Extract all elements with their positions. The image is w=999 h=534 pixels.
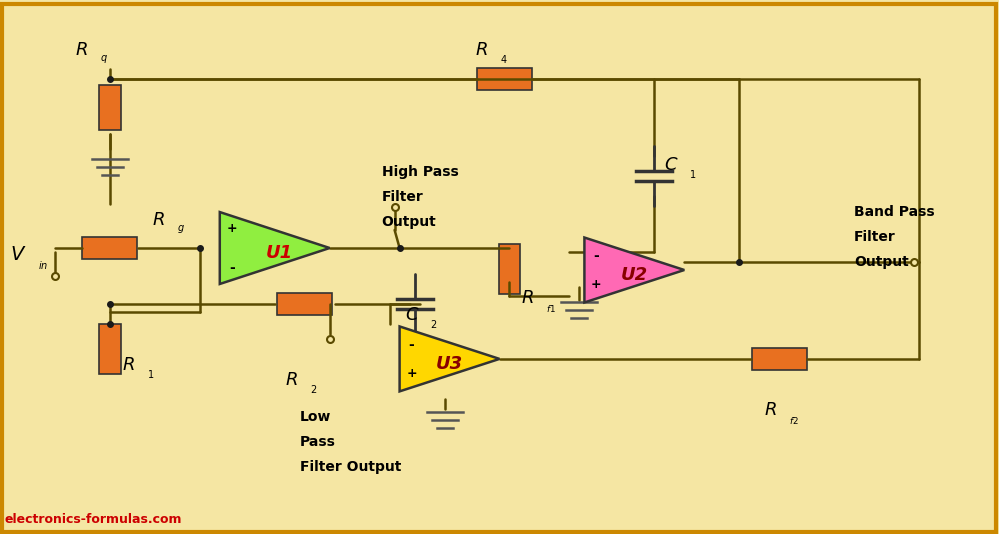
Text: Output: Output xyxy=(854,255,909,269)
Text: $_2$: $_2$ xyxy=(430,317,437,331)
Polygon shape xyxy=(400,326,500,391)
FancyBboxPatch shape xyxy=(99,85,121,130)
Text: High Pass: High Pass xyxy=(382,165,459,179)
Text: $R$: $R$ xyxy=(75,41,88,59)
FancyBboxPatch shape xyxy=(99,324,121,374)
Text: $C$: $C$ xyxy=(664,156,679,174)
FancyBboxPatch shape xyxy=(751,348,807,370)
Text: Pass: Pass xyxy=(300,435,336,449)
Text: U2: U2 xyxy=(620,266,648,284)
FancyBboxPatch shape xyxy=(478,68,531,90)
Text: $_{f2}$: $_{f2}$ xyxy=(789,413,799,426)
Text: $R$: $R$ xyxy=(152,211,165,229)
Text: $R$: $R$ xyxy=(475,41,488,59)
Text: $R$: $R$ xyxy=(122,356,135,374)
Polygon shape xyxy=(584,238,684,302)
Text: $_q$: $_q$ xyxy=(100,52,108,66)
Text: +: + xyxy=(407,367,417,380)
Text: $_2$: $_2$ xyxy=(310,382,317,396)
Text: $_4$: $_4$ xyxy=(500,52,507,66)
Text: $V$: $V$ xyxy=(10,245,26,264)
Text: Filter: Filter xyxy=(854,230,896,244)
Text: $_g$: $_g$ xyxy=(177,222,185,236)
Text: -: - xyxy=(229,261,235,275)
FancyBboxPatch shape xyxy=(499,244,520,294)
Text: electronics-formulas.com: electronics-formulas.com xyxy=(5,513,183,526)
FancyBboxPatch shape xyxy=(278,293,332,315)
Text: Low: Low xyxy=(300,410,331,424)
Text: $R$: $R$ xyxy=(521,289,534,307)
Text: U3: U3 xyxy=(436,355,464,373)
Text: U1: U1 xyxy=(266,244,294,262)
Text: $_{in}$: $_{in}$ xyxy=(38,258,48,272)
Text: $C$: $C$ xyxy=(405,306,420,324)
Text: Output: Output xyxy=(382,215,437,229)
Text: Filter Output: Filter Output xyxy=(300,460,401,474)
Text: $_1$: $_1$ xyxy=(147,367,154,381)
Text: +: + xyxy=(591,278,601,290)
Text: +: + xyxy=(227,222,237,234)
Text: -: - xyxy=(593,249,599,263)
FancyBboxPatch shape xyxy=(83,237,138,259)
Text: $_1$: $_1$ xyxy=(689,167,696,181)
Text: $R$: $R$ xyxy=(764,401,777,419)
Text: $_{f1}$: $_{f1}$ xyxy=(546,301,556,314)
Text: Band Pass: Band Pass xyxy=(854,205,935,219)
Polygon shape xyxy=(220,212,330,284)
Text: Filter: Filter xyxy=(382,190,424,204)
Text: $R$: $R$ xyxy=(285,371,298,389)
Text: -: - xyxy=(409,337,415,352)
